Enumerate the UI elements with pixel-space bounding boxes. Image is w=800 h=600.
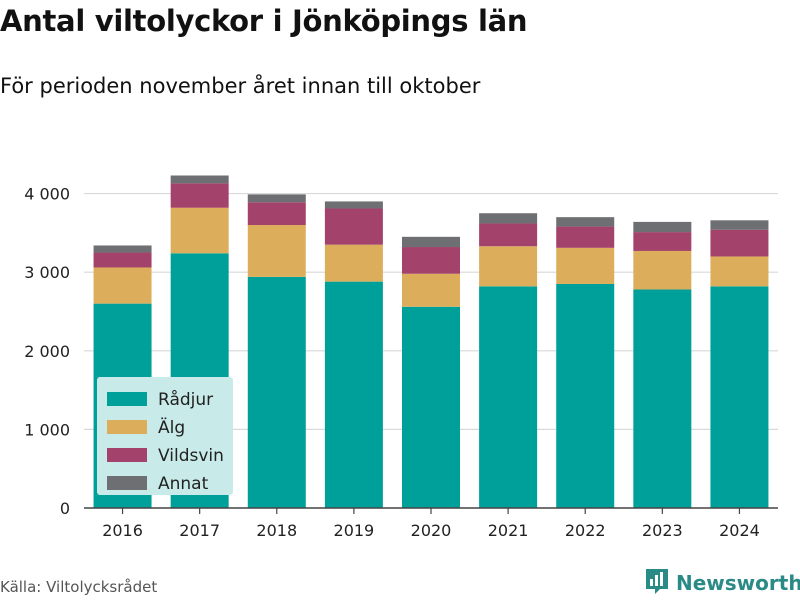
bar-segment-rådjur (556, 283, 615, 508)
source-note: Källa: Viltolycksrådet (0, 578, 158, 596)
legend-label: Rådjur (158, 389, 213, 410)
bar-segment-vildsvin (710, 229, 769, 257)
y-tick-label: 0 (60, 499, 70, 518)
bar-segment-älg (247, 225, 306, 277)
x-axis-ticks: 2016 2017 2018 2019 2020 2021 2022 2023 2024 (102, 508, 760, 540)
y-axis-ticks: 0 1 000 2 000 3 000 4 000 (24, 185, 70, 518)
bar-segment-annat (633, 221, 692, 233)
y-tick-label: 3 000 (24, 263, 70, 282)
bar-segment-älg (402, 273, 460, 307)
bar-segment-annat (170, 175, 229, 184)
x-tick-label: 2023 (642, 521, 683, 540)
bar-segment-annat (247, 194, 306, 203)
legend-box (97, 377, 233, 495)
bar-segment-vildsvin (93, 252, 152, 268)
bar-segment-annat (479, 213, 538, 224)
chart-subtitle: För perioden november året innan till ok… (0, 74, 481, 98)
bar-segment-älg (479, 246, 538, 287)
bar-segment-älg (324, 244, 383, 282)
newsworthy-logo-icon (644, 567, 670, 599)
y-tick-label: 1 000 (24, 420, 70, 439)
chart-title: Antal viltolyckor i Jönköpings län (0, 4, 528, 38)
bar-segment-rådjur (247, 276, 306, 508)
x-tick-label: 2024 (719, 521, 760, 540)
bar-segment-rådjur (324, 281, 383, 508)
x-tick-label: 2022 (565, 521, 606, 540)
bar-segment-annat (402, 236, 460, 248)
bar-segment-rådjur (710, 286, 769, 508)
bar-segment-annat (324, 201, 383, 209)
x-tick-label: 2019 (334, 521, 375, 540)
brand-name: Newsworthy (676, 571, 800, 595)
y-tick-label: 2 000 (24, 342, 70, 361)
bar-segment-annat (556, 217, 615, 227)
bar-segment-vildsvin (402, 247, 460, 274)
x-tick-label: 2016 (102, 521, 143, 540)
legend: Rådjur Älg Vildsvin Annat (97, 377, 233, 495)
bar-segment-vildsvin (633, 232, 692, 251)
bar-segment-vildsvin (479, 223, 538, 247)
bar-segment-rådjur (402, 306, 460, 508)
legend-swatch-rådjur (107, 392, 147, 406)
bar-segment-älg (710, 256, 769, 287)
legend-label: Älg (158, 417, 185, 438)
x-tick-label: 2018 (256, 521, 297, 540)
bar-segment-vildsvin (247, 202, 306, 226)
bar-segment-älg (170, 207, 229, 254)
bar-segment-vildsvin (170, 183, 229, 208)
x-tick-label: 2017 (179, 521, 220, 540)
legend-swatch-älg (107, 420, 147, 434)
legend-label: Annat (158, 474, 209, 494)
brand-logo: Newsworthy (644, 568, 800, 598)
bar-segment-rådjur (633, 289, 692, 508)
bar-segment-annat (93, 245, 152, 253)
x-tick-label: 2020 (411, 521, 452, 540)
bar-segment-rådjur (479, 286, 538, 508)
legend-swatch-vildsvin (107, 448, 147, 462)
bar-segment-älg (633, 250, 692, 290)
bar-segment-vildsvin (556, 226, 615, 248)
legend-swatch-annat (107, 476, 147, 490)
legend-label: Vildsvin (158, 446, 224, 466)
x-tick-label: 2021 (488, 521, 529, 540)
bar-segment-älg (556, 247, 615, 284)
y-tick-label: 4 000 (24, 185, 70, 204)
bar-segment-vildsvin (324, 208, 383, 245)
bar-segment-älg (93, 267, 152, 304)
bar-segment-annat (710, 220, 769, 230)
